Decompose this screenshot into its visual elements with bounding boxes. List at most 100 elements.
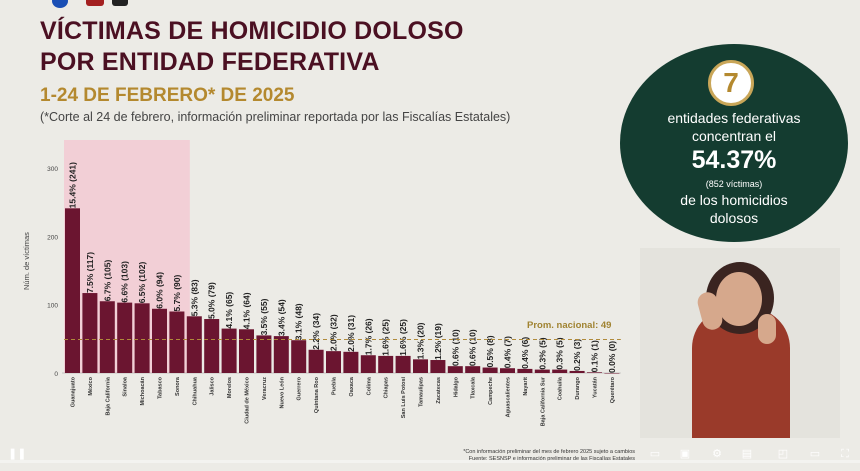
video-progress-bar[interactable] (0, 460, 860, 463)
captions-icon[interactable]: ▤ (741, 448, 753, 460)
footnote-line-2: Fuente: SESNSP e información preliminar … (468, 456, 635, 462)
category-label: Sinaloa (123, 376, 129, 397)
facebook-icon[interactable] (52, 0, 68, 8)
date-subtitle: 1-24 DE FEBRERO* DE 2025 (40, 85, 295, 106)
category-label: Campeche (488, 377, 494, 405)
bar (256, 335, 272, 373)
data-label: 7.5% (117) (85, 252, 95, 293)
data-label: 1.7% (26) (363, 318, 373, 355)
category-label: Quintana Roo (314, 376, 320, 413)
category-label: Veracruz (262, 377, 268, 400)
stat-percent: 54.37% (691, 146, 777, 174)
data-label: 15.4% (241) (68, 162, 78, 208)
cutoff-note: (*Corte al 24 de febrero, información pr… (40, 110, 511, 124)
bar (378, 355, 394, 373)
data-label: 5.7% (90) (172, 274, 182, 311)
social-bar (0, 0, 860, 8)
data-label: 0.3% (5) (555, 337, 565, 369)
interpreter-hand-right (758, 314, 776, 344)
category-label: Baja California Sur (540, 376, 546, 426)
stat-line-4: de los homicidios (680, 192, 788, 208)
category-label: Jalisco (210, 376, 216, 395)
chart-svg: 0 100 200 300 15.4% (241) Guanajuato 7.5% (117… (47, 140, 621, 426)
data-label: 2.0% (32) (329, 314, 339, 351)
category-label: Hidalgo (453, 376, 459, 397)
miniplayer-icon[interactable]: ▣ (679, 448, 691, 460)
y-tick-label: 300 (47, 166, 58, 173)
category-label: Coahuila (558, 376, 564, 400)
category-label: Yucatán (593, 376, 599, 398)
sign-language-interpreter (640, 248, 840, 438)
bar (552, 369, 568, 373)
category-label: Tlaxcala (471, 376, 477, 399)
data-label: 1.3% (20) (416, 322, 426, 359)
pip-icon[interactable]: ◰ (777, 448, 789, 460)
data-label: 0.0% (0) (607, 341, 617, 373)
category-label: Querétaro (610, 376, 616, 403)
data-label: 6.5% (102) (137, 262, 147, 304)
category-label: Guerrero (297, 376, 303, 400)
data-label: 2.2% (34) (311, 313, 321, 350)
data-label: 1.2% (19) (433, 323, 443, 360)
stat-victims: (852 víctimas) (705, 179, 763, 189)
bar (413, 359, 428, 373)
stat-line-5: dolosos (709, 210, 759, 226)
gear-icon[interactable]: ⚙ (712, 448, 722, 460)
category-label: Zacatecas (436, 377, 442, 404)
data-label: 0.5% (8) (485, 335, 495, 367)
data-label: 0.3% (5) (537, 337, 547, 369)
x-icon[interactable] (112, 0, 128, 6)
bar (152, 308, 167, 373)
category-label: Chihuahua (192, 376, 198, 405)
video-controls: ❚❚ ▭ ▣ ⚙ ▤ ◰ ▭ ⛶ (0, 440, 860, 466)
bar (430, 360, 446, 373)
data-label: 6.6% (103) (120, 261, 130, 303)
theater-icon[interactable]: ▭ (809, 448, 821, 460)
interpreter-face (716, 272, 762, 326)
stat-circle: 7 entidades federativas concentran el 54… (620, 44, 848, 242)
bar (221, 328, 237, 373)
states-count-badge: 7 (708, 60, 754, 106)
data-label: 4.1% (64) (242, 292, 252, 329)
bar (99, 301, 115, 373)
fullscreen-icon[interactable]: ⛶ (841, 448, 849, 460)
bar (291, 340, 307, 373)
title-line-2: POR ENTIDAD FEDERATIVA (40, 48, 380, 76)
data-label: 3.4% (54) (276, 299, 286, 336)
data-label: 3.1% (48) (294, 303, 304, 340)
category-label: Durango (575, 376, 581, 399)
bar (186, 316, 202, 373)
stat-line-1: entidades federativas (667, 110, 801, 126)
bar (82, 293, 98, 373)
bar (517, 368, 533, 373)
bar (360, 355, 376, 373)
chapters-icon[interactable]: ▭ (649, 448, 661, 460)
category-label: México (88, 376, 94, 395)
bar (117, 302, 133, 373)
average-label: Prom. nacional: 49 (527, 320, 612, 331)
bar (534, 369, 550, 373)
category-label: San Luis Potosí (401, 377, 407, 419)
category-label: Aguascalientes (506, 377, 512, 417)
bar (395, 355, 411, 373)
data-label: 5.3% (83) (189, 279, 199, 316)
bar (326, 351, 341, 373)
bar (273, 336, 289, 373)
bar (500, 368, 515, 373)
bar (65, 208, 80, 373)
stat-line-2: concentran el (691, 128, 777, 144)
bar (134, 303, 150, 373)
category-label: Guanajuato (71, 376, 77, 407)
data-label: 4.1% (65) (224, 292, 234, 329)
data-label: 3.5% (55) (259, 298, 269, 335)
category-label: Morelos (227, 377, 233, 398)
y-axis-title: Núm. de víctimas (22, 232, 31, 290)
y-tick-label: 200 (47, 234, 58, 241)
data-label: 0.4% (6) (520, 337, 530, 369)
bar (169, 311, 185, 373)
youtube-icon[interactable] (86, 0, 104, 6)
pause-icon[interactable]: ❚❚ (8, 448, 27, 460)
data-label: 0.1% (1) (590, 340, 600, 372)
category-label: Nuevo León (279, 376, 285, 408)
data-label: 2.0% (31) (346, 315, 356, 352)
